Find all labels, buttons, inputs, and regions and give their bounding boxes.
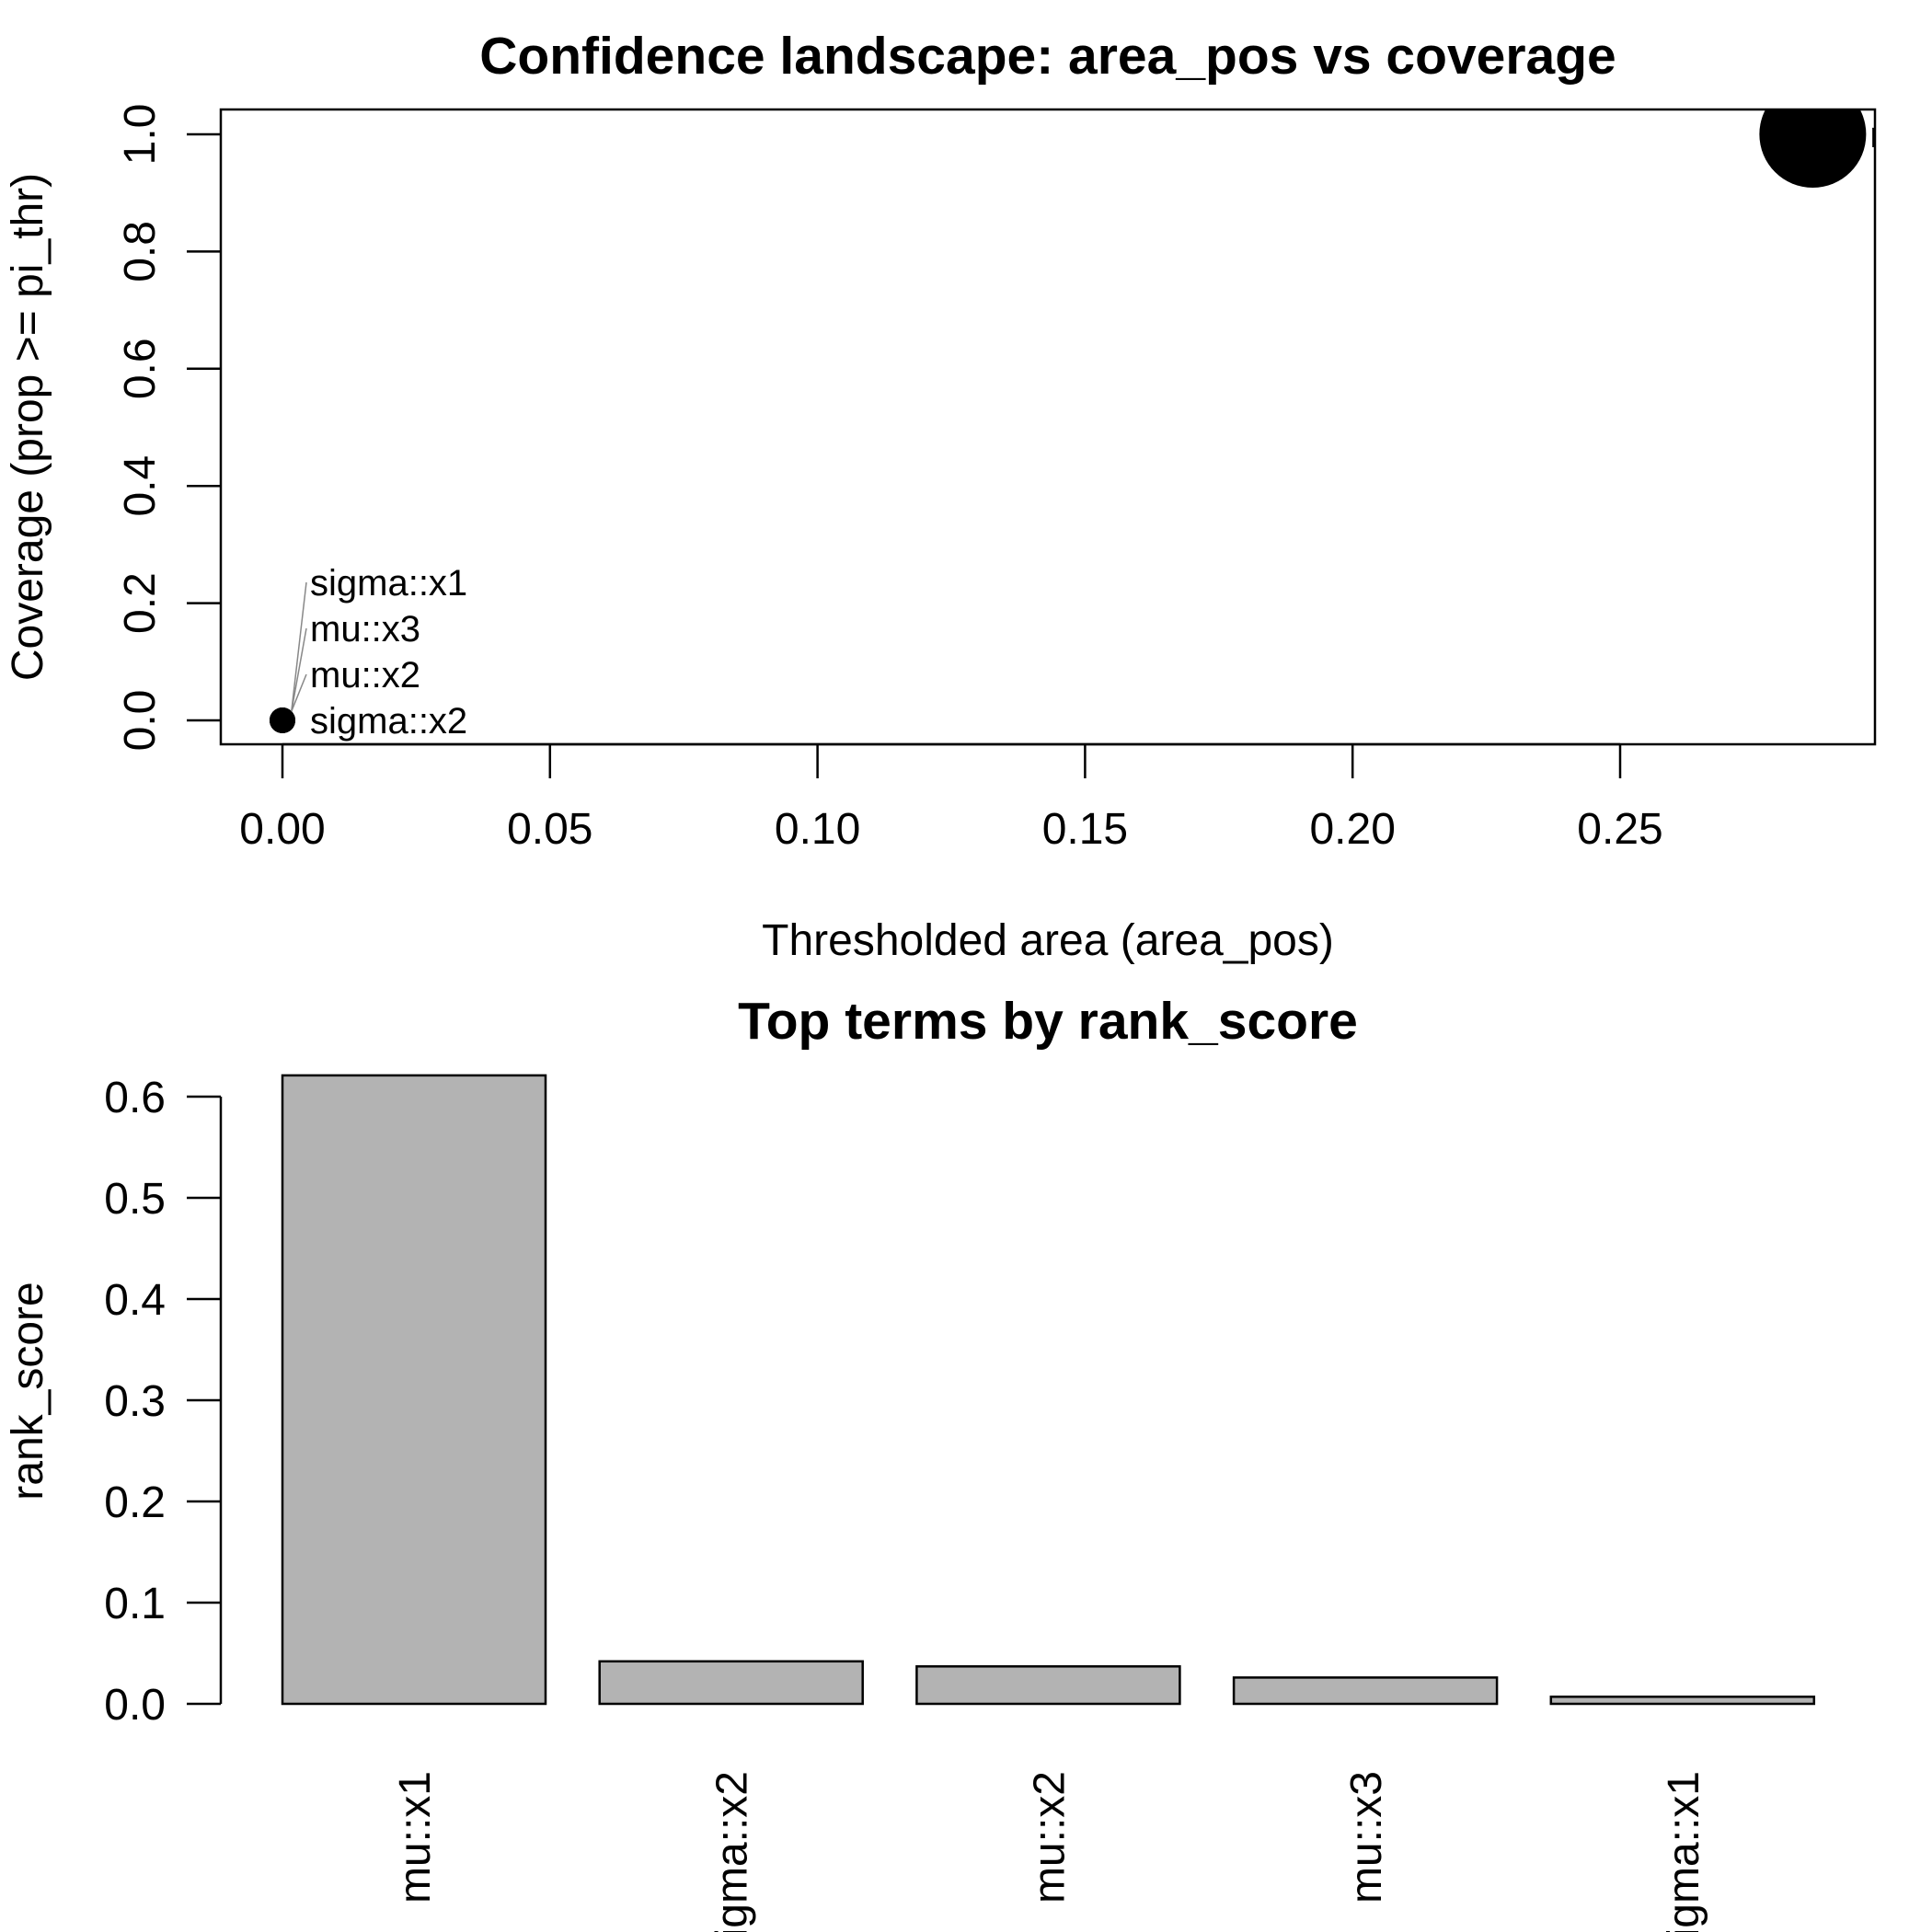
- x-tick-label: 0.10: [775, 805, 860, 854]
- y-tick-label: 0.2: [104, 1478, 166, 1527]
- label-leader-line: [291, 627, 307, 712]
- y-tick-label: 0.4: [116, 455, 165, 517]
- bar-category-label: sigma::x1: [1660, 1771, 1708, 1932]
- scatter-point: [1759, 109, 1867, 188]
- y-tick-label: 0.2: [116, 572, 165, 634]
- point-label: mu::x2: [310, 655, 420, 696]
- bar-category-label: sigma::x2: [708, 1771, 757, 1932]
- point-label: sigma::x2: [310, 701, 467, 742]
- label-leader-line: [291, 581, 307, 712]
- bar-panel: Top terms by rank_score 0.0 0.1 0.2 0.3 0.4 0…: [4, 992, 1816, 1932]
- x-tick-label: 0.05: [507, 805, 592, 854]
- scatter-panel: Confidence landscape: area_pos vs covera…: [4, 27, 1932, 965]
- point-label: sigma::x1: [310, 563, 467, 604]
- label-leader-line: [291, 673, 307, 712]
- bar: [915, 1665, 1181, 1706]
- bar-category-label: mu::x2: [1025, 1771, 1074, 1903]
- y-tick-label: 0.0: [104, 1681, 166, 1730]
- bar-title: Top terms by rank_score: [738, 992, 1358, 1051]
- x-tick-label: 0.20: [1309, 805, 1395, 854]
- bar: [281, 1074, 547, 1706]
- scatter-x-axis-label: Thresholded area (area_pos): [762, 916, 1334, 965]
- point-label: mu::x1: [1869, 115, 1932, 155]
- scatter-title: Confidence landscape: area_pos vs covera…: [479, 27, 1616, 86]
- y-tick-label: 0.1: [104, 1580, 166, 1628]
- y-tick-label: 0.6: [104, 1074, 166, 1122]
- bar-category-label: mu::x3: [1342, 1771, 1391, 1903]
- x-tick-label: 0.00: [239, 805, 325, 854]
- y-tick-label: 0.5: [104, 1175, 166, 1224]
- scatter-point: [270, 707, 295, 733]
- x-tick-label: 0.15: [1042, 805, 1128, 854]
- bar-category-label: mu::x1: [391, 1771, 440, 1903]
- y-tick-label: 0.0: [116, 690, 165, 752]
- y-tick-label: 0.6: [116, 338, 165, 399]
- x-tick-label: 0.25: [1577, 805, 1662, 854]
- y-tick-label: 0.8: [116, 221, 165, 282]
- bar: [1232, 1676, 1499, 1706]
- y-tick-label: 0.4: [104, 1276, 166, 1325]
- bar: [1549, 1696, 1816, 1706]
- y-tick-label: 1.0: [116, 104, 165, 166]
- y-tick-label: 0.3: [104, 1377, 166, 1426]
- point-label: mu::x3: [310, 609, 420, 650]
- bar: [598, 1660, 864, 1706]
- scatter-y-axis-label: Coverage (prop >= pi_thr): [4, 173, 52, 681]
- bar-y-axis-label: rank_score: [4, 1282, 52, 1500]
